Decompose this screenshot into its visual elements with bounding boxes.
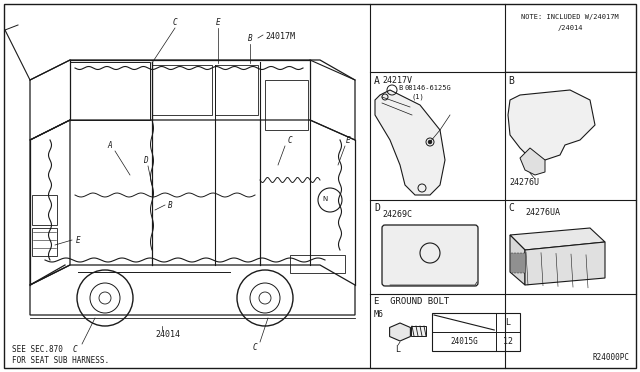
- Bar: [265, 80, 308, 130]
- Text: L: L: [396, 345, 401, 354]
- Bar: [511, 253, 513, 273]
- Polygon shape: [525, 242, 605, 285]
- Text: 24217V: 24217V: [382, 76, 412, 85]
- Bar: [517, 253, 519, 273]
- Polygon shape: [510, 228, 605, 250]
- Text: 24014: 24014: [155, 330, 180, 339]
- Polygon shape: [520, 148, 545, 175]
- Text: (1): (1): [412, 93, 425, 99]
- Bar: [215, 65, 258, 115]
- Polygon shape: [508, 90, 595, 160]
- Text: E: E: [76, 235, 80, 244]
- Text: C: C: [508, 203, 514, 213]
- Bar: [514, 253, 516, 273]
- Bar: [32, 195, 57, 225]
- Text: C: C: [173, 17, 177, 26]
- Polygon shape: [375, 90, 445, 195]
- Bar: [152, 65, 212, 115]
- Text: E: E: [346, 135, 350, 144]
- Text: C: C: [288, 135, 292, 144]
- Text: /24014: /24014: [557, 25, 583, 31]
- Text: 24276UA: 24276UA: [525, 208, 560, 217]
- Text: B: B: [248, 33, 252, 42]
- Text: 08146-6125G: 08146-6125G: [405, 85, 452, 91]
- FancyBboxPatch shape: [382, 225, 478, 286]
- Bar: [32, 228, 57, 256]
- Text: D: D: [374, 203, 380, 213]
- Text: B: B: [168, 201, 172, 209]
- Text: L: L: [506, 318, 511, 327]
- Text: 24015G: 24015G: [451, 337, 478, 346]
- Bar: [290, 255, 345, 273]
- Text: E: E: [216, 17, 220, 26]
- Text: E  GROUND BOLT: E GROUND BOLT: [374, 297, 449, 306]
- Bar: [432, 313, 520, 351]
- Text: B: B: [398, 85, 403, 91]
- Text: N: N: [323, 196, 328, 202]
- Text: NOTE: INCLUDED W/24017M: NOTE: INCLUDED W/24017M: [521, 14, 619, 20]
- Text: 12: 12: [503, 337, 513, 346]
- Text: SEE SEC.870: SEE SEC.870: [12, 345, 63, 354]
- Text: FOR SEAT SUB HARNESS.: FOR SEAT SUB HARNESS.: [12, 356, 109, 365]
- Text: 24276U: 24276U: [509, 178, 539, 187]
- Polygon shape: [510, 235, 525, 285]
- Text: B: B: [508, 76, 514, 86]
- Text: C: C: [73, 346, 77, 355]
- Text: 24269C: 24269C: [382, 210, 412, 219]
- Text: R24000PC: R24000PC: [593, 353, 630, 362]
- Text: A: A: [374, 76, 380, 86]
- Bar: [411, 326, 426, 336]
- Circle shape: [428, 140, 432, 144]
- Bar: [523, 253, 525, 273]
- Text: 24017M: 24017M: [265, 32, 295, 41]
- Text: M6: M6: [374, 310, 384, 319]
- Text: D: D: [143, 155, 147, 164]
- Text: A: A: [108, 141, 112, 150]
- Polygon shape: [390, 323, 410, 341]
- Text: C: C: [253, 343, 257, 353]
- Bar: [520, 253, 522, 273]
